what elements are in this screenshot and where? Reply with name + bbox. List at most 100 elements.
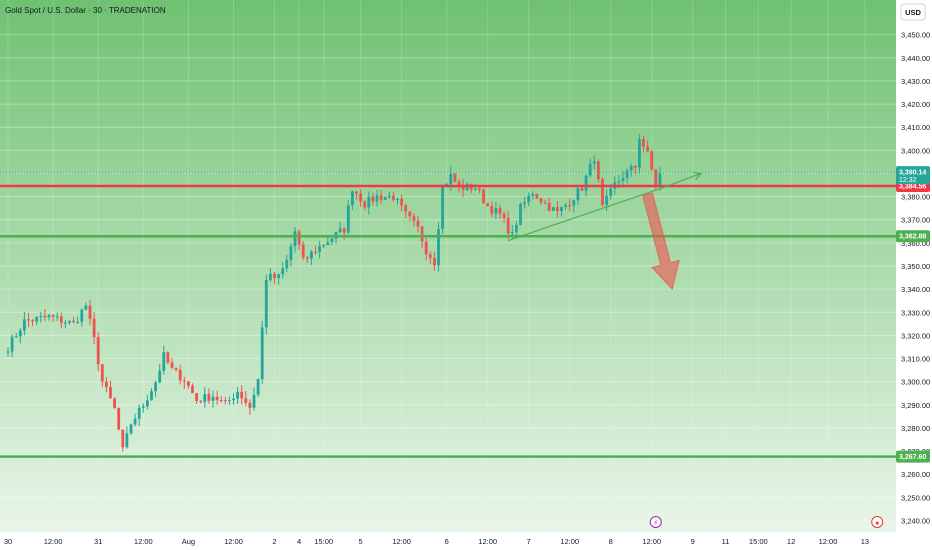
candle-body bbox=[400, 198, 403, 206]
candle-body bbox=[592, 161, 596, 164]
candle-body bbox=[404, 205, 408, 212]
candle-body bbox=[248, 402, 252, 408]
candle-body bbox=[547, 202, 551, 211]
candle-body bbox=[76, 321, 80, 323]
candle-body bbox=[367, 196, 371, 208]
time-tick-label: 15:00 bbox=[314, 537, 333, 546]
candle-body bbox=[355, 191, 358, 194]
currency-button[interactable]: USD bbox=[900, 3, 926, 21]
candle-body bbox=[560, 206, 563, 211]
support-upper-tag bbox=[896, 230, 930, 243]
candle-body bbox=[285, 260, 289, 269]
candle-body bbox=[379, 195, 383, 200]
candle-body bbox=[383, 197, 387, 200]
candle-body bbox=[219, 400, 223, 402]
candle-body bbox=[519, 203, 522, 225]
candle-body bbox=[605, 195, 608, 205]
candle-body bbox=[310, 251, 313, 259]
candle-body bbox=[568, 205, 572, 207]
candle-body bbox=[51, 315, 55, 317]
trendline-arrowhead bbox=[692, 171, 703, 180]
time-tick-label: 5 bbox=[359, 537, 363, 546]
time-tick-label: 12:00 bbox=[819, 537, 838, 546]
candle-body bbox=[121, 429, 125, 448]
candle-body bbox=[457, 181, 461, 186]
candle-body bbox=[252, 394, 256, 408]
time-tick-label: 12 bbox=[787, 537, 795, 546]
candle-body bbox=[502, 213, 506, 219]
time-tick-label: 11 bbox=[722, 537, 730, 546]
lightning-icon[interactable]: ⚡ bbox=[649, 516, 662, 528]
last-price-tag bbox=[896, 166, 930, 185]
candle-body bbox=[580, 188, 584, 191]
price-tick-label: 3,430.00 bbox=[901, 77, 930, 86]
candle-body bbox=[68, 320, 71, 323]
candle-body bbox=[182, 380, 186, 382]
candle-body bbox=[96, 337, 100, 365]
time-axis[interactable]: 30 12:00 31 12:00 Aug 12:00 2 4 15:00 5 12:00 6 12:0… bbox=[4, 516, 884, 547]
candle-body bbox=[461, 185, 465, 190]
price-tick-label: 3,350.00 bbox=[901, 262, 930, 271]
candle-body bbox=[535, 194, 539, 199]
candle-body bbox=[617, 181, 621, 183]
candle-body bbox=[453, 173, 457, 182]
candle-body bbox=[92, 318, 96, 338]
candle-body bbox=[621, 178, 625, 182]
candle-body bbox=[322, 245, 326, 247]
candle-body bbox=[27, 319, 30, 321]
candle-body bbox=[228, 400, 231, 402]
candle-body bbox=[416, 220, 420, 227]
candle-body bbox=[170, 362, 174, 368]
price-axis-panel bbox=[896, 0, 932, 532]
candle-body bbox=[490, 205, 494, 214]
levels-layer bbox=[0, 172, 896, 458]
us-flag-icon-glyph: ● bbox=[875, 520, 879, 527]
bearish-forecast-arrow bbox=[642, 192, 680, 291]
candle-body bbox=[437, 228, 440, 266]
candle-body bbox=[215, 396, 219, 401]
candle-body bbox=[236, 391, 239, 399]
price-tick-label: 3,400.00 bbox=[901, 146, 930, 155]
candle-body bbox=[191, 385, 194, 394]
candle-body bbox=[392, 195, 395, 200]
candle-body bbox=[305, 257, 309, 259]
candle-body bbox=[556, 207, 559, 211]
candle-body bbox=[59, 316, 63, 323]
candle-body bbox=[609, 188, 613, 196]
time-tick-label: 8 bbox=[609, 537, 613, 546]
time-tick-label: 15:00 bbox=[749, 537, 768, 546]
lightning-icon-circle bbox=[649, 516, 662, 528]
candle-body bbox=[281, 268, 285, 275]
candle-body bbox=[84, 305, 88, 310]
candle-body bbox=[199, 400, 203, 402]
candle-body bbox=[318, 245, 321, 253]
candle-body bbox=[441, 186, 444, 229]
candle-body bbox=[129, 424, 133, 434]
candle-body bbox=[232, 398, 235, 401]
price-tick-label: 3,340.00 bbox=[901, 285, 930, 294]
candle-body bbox=[449, 173, 453, 185]
candle-body bbox=[273, 273, 276, 278]
candle-body bbox=[625, 170, 629, 179]
price-tick-label: 3,280.00 bbox=[901, 424, 930, 433]
candle-body bbox=[482, 189, 485, 204]
price-tick-label: 3,310.00 bbox=[901, 355, 930, 364]
candle-body bbox=[203, 394, 207, 402]
candle-body bbox=[6, 351, 10, 353]
candle-body bbox=[363, 201, 367, 208]
candle-body bbox=[564, 205, 567, 207]
candle-body bbox=[35, 316, 39, 322]
candle-body bbox=[39, 316, 43, 318]
candle-body bbox=[658, 173, 662, 187]
candle-body bbox=[105, 381, 108, 387]
lightning-icon-glyph: ⚡ bbox=[653, 519, 658, 527]
us-flag-icon[interactable]: ● bbox=[871, 516, 884, 528]
candle-body bbox=[342, 228, 346, 233]
time-tick-label: 7 bbox=[527, 537, 531, 546]
candle-body bbox=[14, 336, 18, 338]
candle-body bbox=[515, 224, 518, 233]
candle-body bbox=[166, 352, 170, 363]
drawings-layer bbox=[508, 171, 703, 291]
candle-body bbox=[601, 179, 604, 205]
